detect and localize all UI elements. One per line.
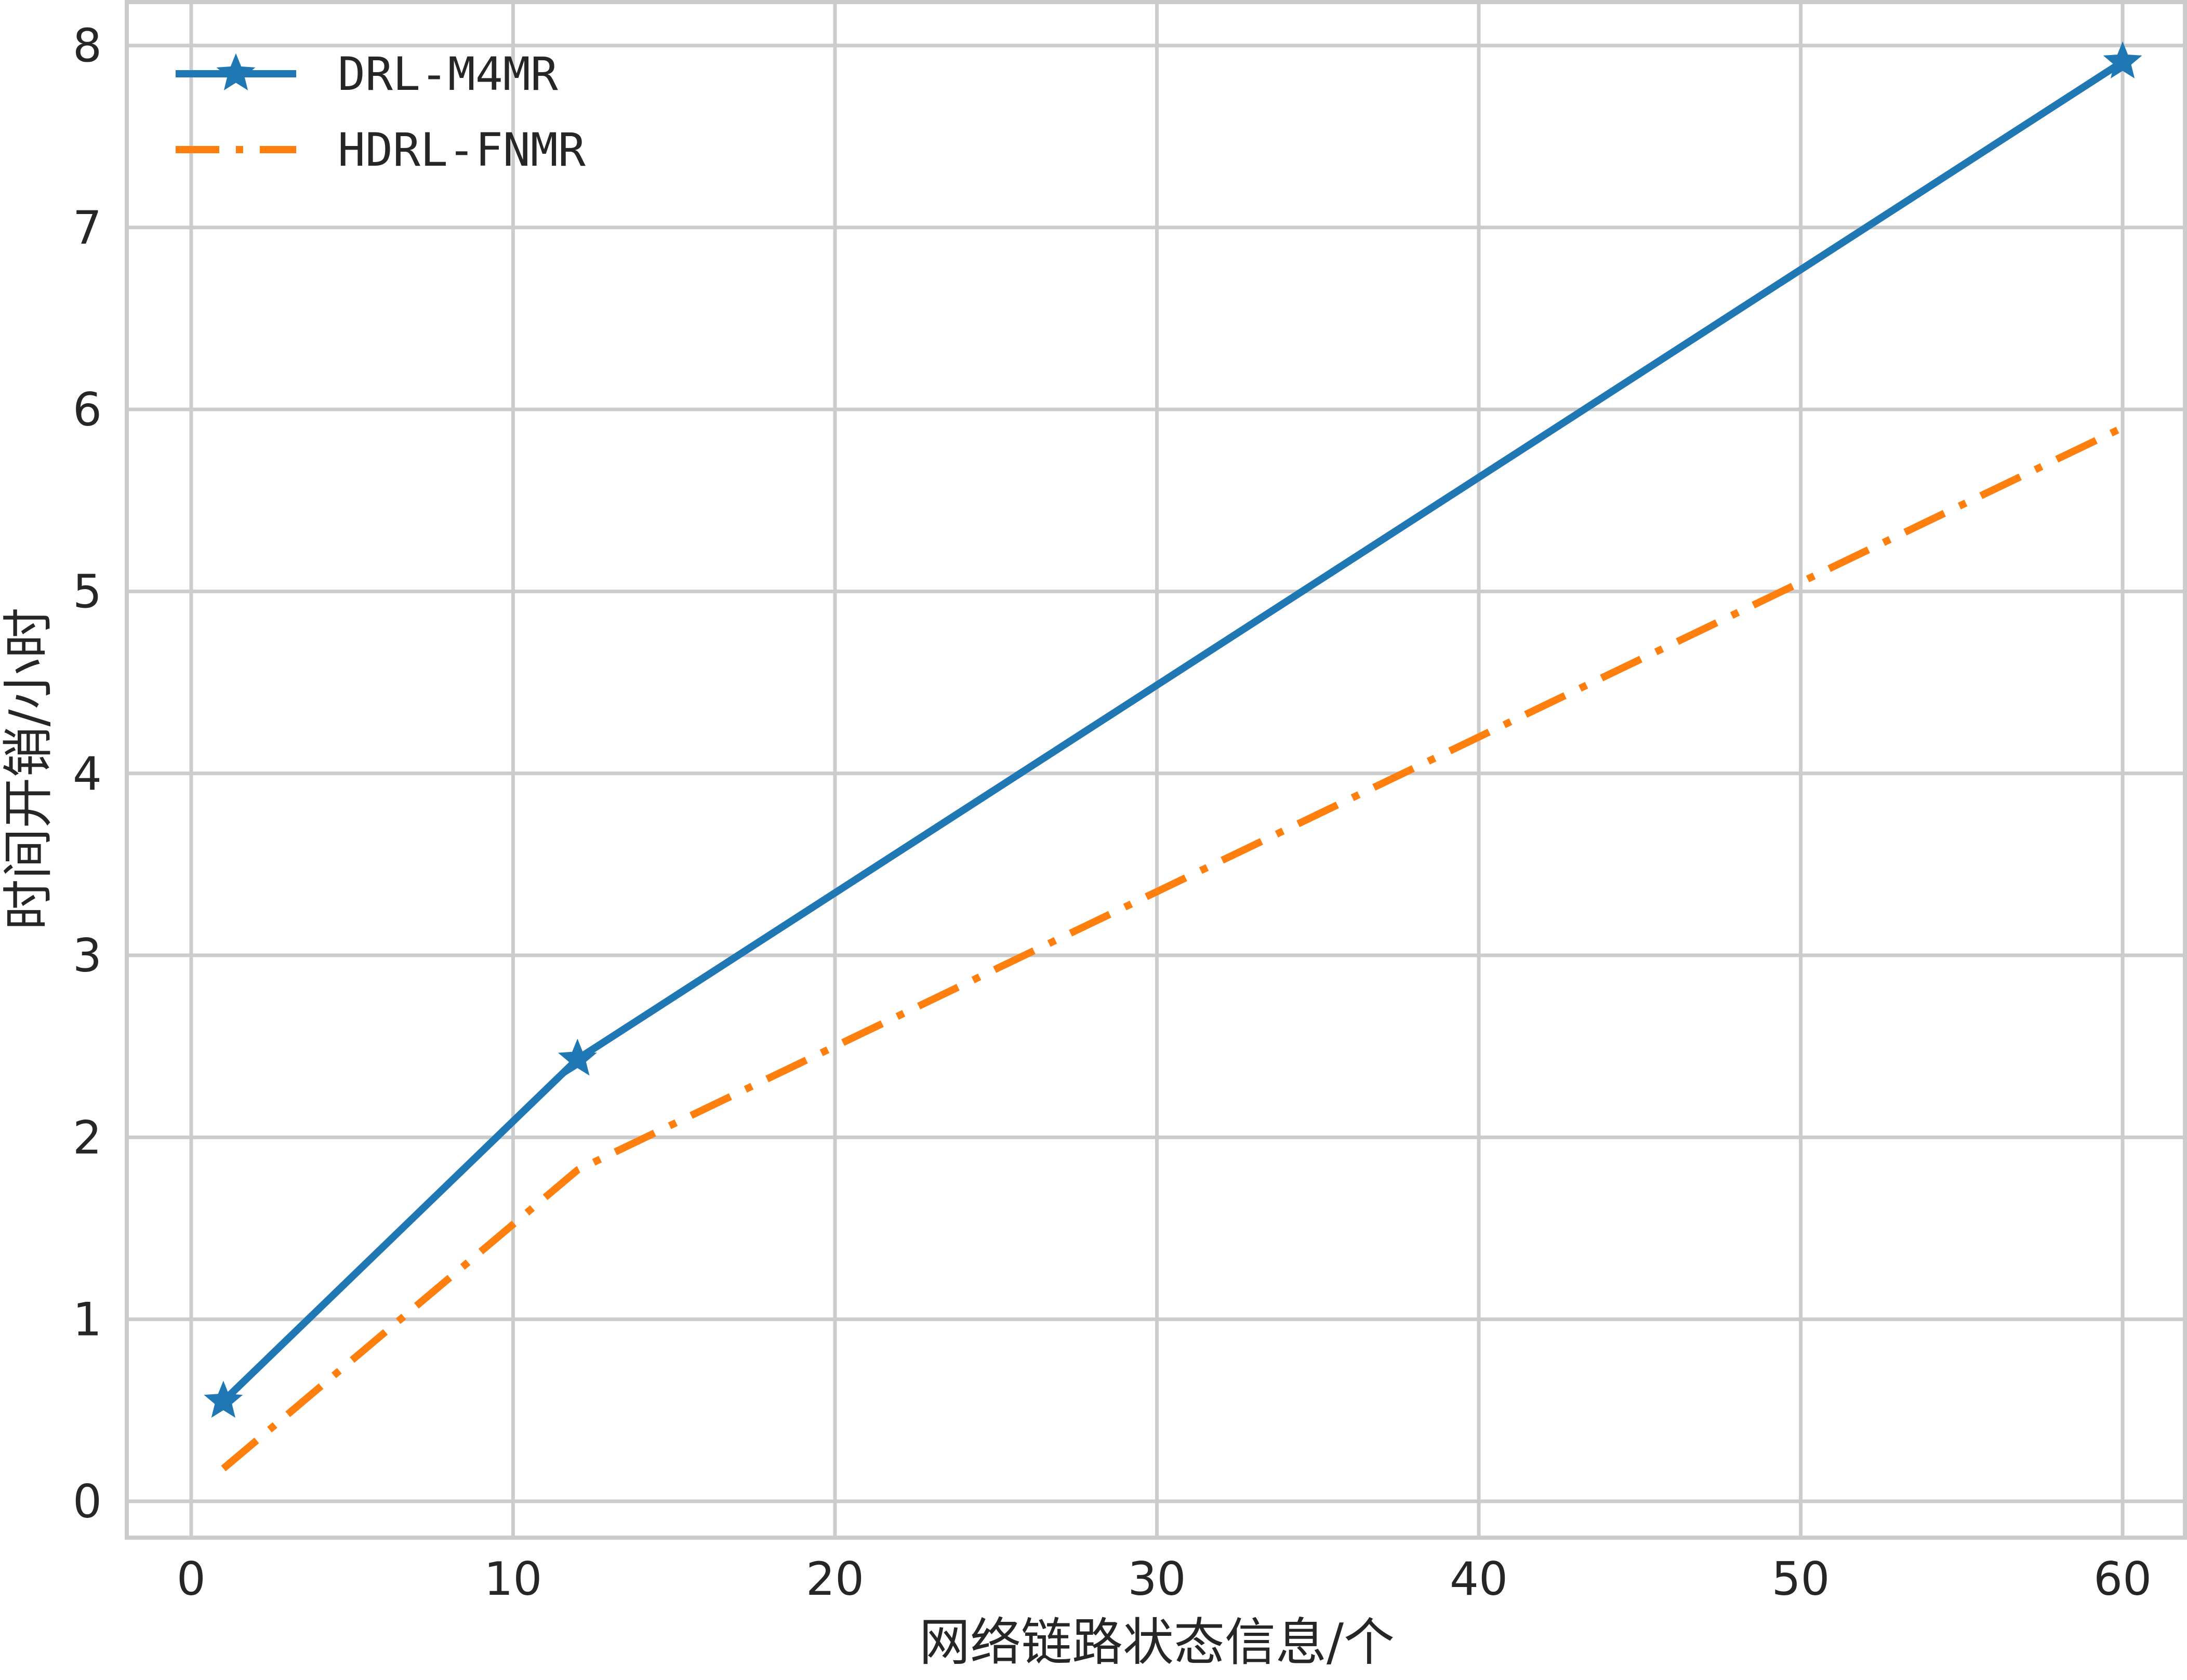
y-tick-label: 4	[73, 747, 102, 801]
grid-lines	[127, 0, 2187, 1538]
x-tick-label: 0	[177, 1552, 206, 1606]
x-tick-label: 50	[1772, 1552, 1830, 1606]
y-tick-label: 8	[73, 19, 102, 73]
series-line-drl-m4mr	[220, 59, 2125, 1404]
legend-label-hdrl-fnmr: HDRL-FNMR	[338, 123, 586, 177]
data-point-star	[2103, 41, 2142, 78]
legend: DRL-M4MR HDRL-FNMR	[176, 47, 586, 177]
legend-star-icon	[216, 53, 256, 90]
series-layer	[204, 41, 2142, 1472]
y-tick-label: 0	[73, 1475, 102, 1528]
x-tick-label: 20	[806, 1552, 864, 1606]
x-tick-label: 60	[2093, 1552, 2152, 1606]
series-line-hdrl-fnmr	[221, 424, 2125, 1472]
tick-labels: 0 10 20 30 40 50 60 0 1 2 3 4 5 6 7 8	[73, 19, 2152, 1606]
legend-label-drl-m4mr: DRL-M4MR	[338, 47, 558, 101]
x-axis-label: 网络链路状态信息/个	[919, 1613, 1395, 1672]
axes-frame	[125, 0, 2187, 1540]
x-tick-label: 40	[1450, 1552, 1508, 1606]
y-tick-label: 2	[73, 1111, 102, 1164]
data-point-star	[558, 1038, 597, 1076]
x-tick-label: 10	[484, 1552, 542, 1606]
x-tick-label: 30	[1128, 1552, 1186, 1606]
y-tick-label: 7	[73, 201, 102, 255]
y-tick-label: 5	[73, 565, 102, 618]
y-tick-label: 3	[73, 929, 102, 982]
y-tick-label: 1	[73, 1293, 102, 1346]
y-axis-label: 时间开销/小时	[0, 607, 58, 930]
data-point-star	[204, 1380, 243, 1418]
y-tick-label: 6	[73, 383, 102, 436]
